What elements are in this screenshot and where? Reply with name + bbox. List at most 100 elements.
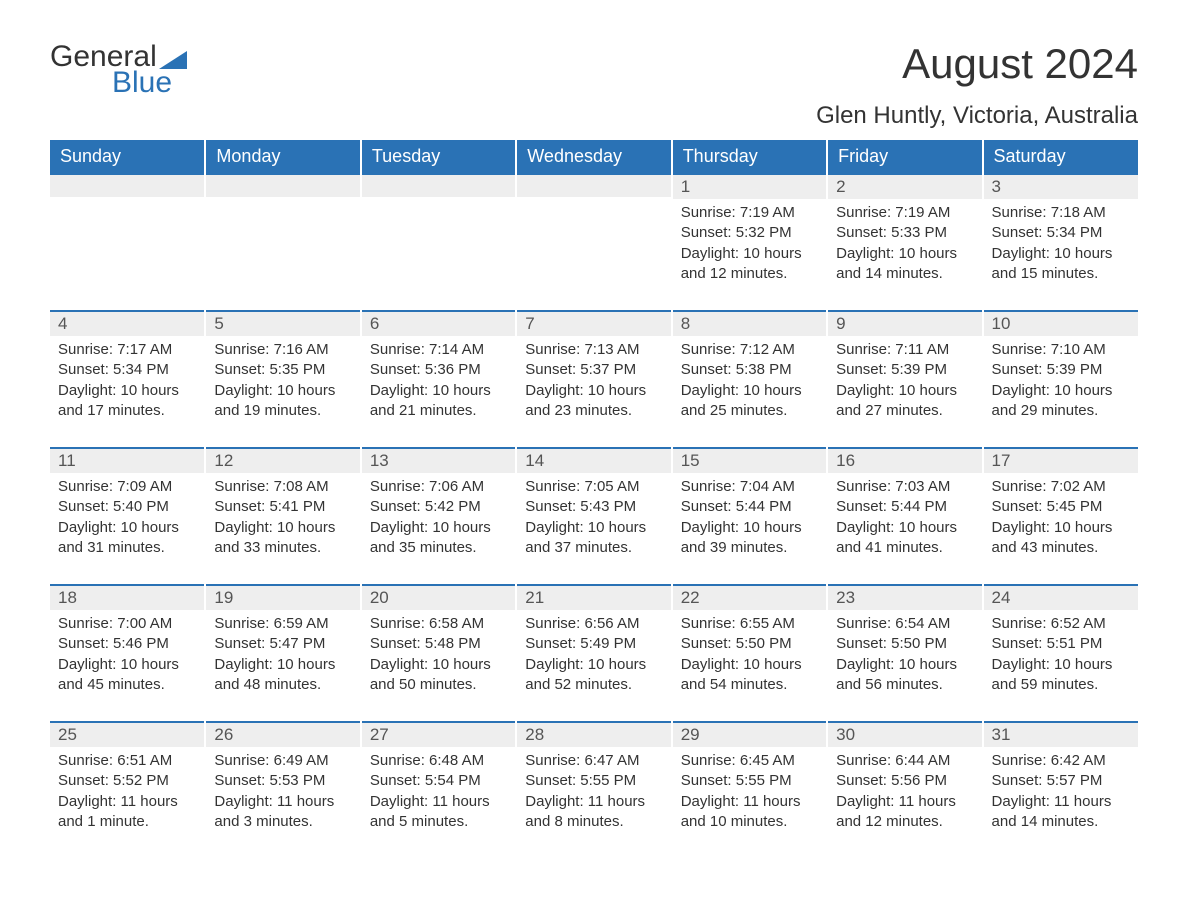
sunrise-line: Sunrise: 7:09 AM [58, 478, 172, 495]
empty-day-header [206, 173, 359, 197]
calendar-cell [50, 173, 205, 310]
day-details: Sunrise: 6:45 AMSunset: 5:55 PMDaylight:… [673, 747, 826, 858]
sunset-line: Sunset: 5:49 PM [525, 635, 636, 652]
sunset-line: Sunset: 5:44 PM [836, 498, 947, 515]
day-details: Sunrise: 6:48 AMSunset: 5:54 PMDaylight:… [362, 747, 515, 858]
calendar-table: Sunday Monday Tuesday Wednesday Thursday… [50, 140, 1138, 858]
sunset-line: Sunset: 5:34 PM [992, 224, 1103, 241]
calendar-cell: 19Sunrise: 6:59 AMSunset: 5:47 PMDayligh… [205, 584, 360, 721]
sunrise-line: Sunrise: 6:42 AM [992, 752, 1106, 769]
day-details: Sunrise: 6:55 AMSunset: 5:50 PMDaylight:… [673, 610, 826, 721]
day-number: 30 [828, 721, 981, 747]
daylight-line: Daylight: 10 hours and 39 minutes. [681, 519, 802, 556]
daylight-line: Daylight: 11 hours and 3 minutes. [214, 793, 334, 830]
sunrise-line: Sunrise: 7:19 AM [681, 204, 795, 221]
calendar-cell: 29Sunrise: 6:45 AMSunset: 5:55 PMDayligh… [672, 721, 827, 858]
col-friday: Friday [827, 140, 982, 173]
header: General Blue August 2024 Glen Huntly, Vi… [50, 40, 1138, 130]
sunrise-line: Sunrise: 7:18 AM [992, 204, 1106, 221]
day-details: Sunrise: 6:56 AMSunset: 5:49 PMDaylight:… [517, 610, 670, 721]
day-number: 8 [673, 310, 826, 336]
day-number: 18 [50, 584, 204, 610]
calendar-row: 1Sunrise: 7:19 AMSunset: 5:32 PMDaylight… [50, 173, 1138, 310]
day-number: 5 [206, 310, 359, 336]
sunrise-line: Sunrise: 7:02 AM [992, 478, 1106, 495]
day-details: Sunrise: 7:19 AMSunset: 5:32 PMDaylight:… [673, 199, 826, 310]
calendar-cell: 13 Sunrise: 7:06 AM Sunset: 5:42 PM Dayligh… [361, 447, 516, 584]
calendar-cell: 21Sunrise: 6:56 AMSunset: 5:49 PMDayligh… [516, 584, 671, 721]
sunset-line: Sunset: 5:39 PM [836, 361, 947, 378]
col-saturday: Saturday [983, 140, 1138, 173]
sunrise-line: Sunrise: 7:08 AM [214, 478, 328, 495]
sunrise-line: Sunrise: 7:04 AM [681, 478, 795, 495]
calendar-cell [516, 173, 671, 310]
day-number: 9 [828, 310, 981, 336]
daylight-line: Daylight: 10 hours and 59 minutes. [992, 656, 1113, 693]
calendar-cell: 6Sunrise: 7:14 AMSunset: 5:36 PMDaylight… [361, 310, 516, 447]
sunrise-line: Sunrise: 7:19 AM [836, 204, 950, 221]
sunrise-line: Sunrise: 7:05 AM [525, 478, 639, 495]
col-sunday: Sunday [50, 140, 205, 173]
calendar-cell: 9Sunrise: 7:11 AMSunset: 5:39 PMDaylight… [827, 310, 982, 447]
day-number: 1 [673, 173, 826, 199]
daylight-line: Daylight: 10 hours and 29 minutes. [992, 382, 1113, 419]
sunrise-line: Sunrise: 7:14 AM [370, 341, 484, 358]
empty-day-header [362, 173, 515, 197]
day-details: Sunrise: 7:00 AMSunset: 5:46 PMDaylight:… [50, 610, 204, 721]
day-number: 13 [362, 447, 515, 473]
sunrise-line: Sunrise: 7:13 AM [525, 341, 639, 358]
day-details: Sunrise: 7:10 AMSunset: 5:39 PMDaylight:… [984, 336, 1138, 447]
empty-day-header [517, 173, 670, 197]
calendar-cell: 28Sunrise: 6:47 AMSunset: 5:55 PMDayligh… [516, 721, 671, 858]
day-number: 10 [984, 310, 1138, 336]
sunrise-line: Sunrise: 7:12 AM [681, 341, 795, 358]
sunset-line: Sunset: 5:54 PM [370, 772, 481, 789]
calendar-cell: 12Sunrise: 7:08 AMSunset: 5:41 PMDayligh… [205, 447, 360, 584]
day-details: Sunrise: 7:11 AMSunset: 5:39 PMDaylight:… [828, 336, 981, 447]
daylight-line: Daylight: 11 hours and 8 minutes. [525, 793, 645, 830]
sunrise-line: Sunrise: 7:00 AM [58, 615, 172, 632]
calendar-cell: 20Sunrise: 6:58 AMSunset: 5:48 PMDayligh… [361, 584, 516, 721]
day-number: 2 [828, 173, 981, 199]
calendar-header-row: Sunday Monday Tuesday Wednesday Thursday… [50, 140, 1138, 173]
calendar-cell: 25Sunrise: 6:51 AMSunset: 5:52 PMDayligh… [50, 721, 205, 858]
sunrise-line: Sunrise: 7:06 AM [370, 478, 484, 495]
day-number: 26 [206, 721, 359, 747]
calendar-cell: 8Sunrise: 7:12 AMSunset: 5:38 PMDaylight… [672, 310, 827, 447]
calendar-cell: 30Sunrise: 6:44 AMSunset: 5:56 PMDayligh… [827, 721, 982, 858]
calendar-cell: 3Sunrise: 7:18 AMSunset: 5:34 PMDaylight… [983, 173, 1138, 310]
calendar-cell: 2Sunrise: 7:19 AMSunset: 5:33 PMDaylight… [827, 173, 982, 310]
sunrise-line: Sunrise: 7:16 AM [214, 341, 328, 358]
location-label: Glen Huntly, Victoria, Australia [816, 102, 1138, 130]
sunrise-line: Sunrise: 7:10 AM [992, 341, 1106, 358]
sunset-line: Sunset: 5:56 PM [836, 772, 947, 789]
daylight-line: Daylight: 10 hours and 41 minutes. [836, 519, 957, 556]
sunset-line: Sunset: 5:45 PM [992, 498, 1103, 515]
sunset-line: Sunset: 5:52 PM [58, 772, 169, 789]
sunrise-line: Sunrise: 7:17 AM [58, 341, 172, 358]
calendar-cell: 15Sunrise: 7:04 AMSunset: 5:44 PMDayligh… [672, 447, 827, 584]
daylight-line: Daylight: 10 hours and 14 minutes. [836, 245, 957, 282]
sunrise-line: Sunrise: 6:49 AM [214, 752, 328, 769]
day-number: 17 [984, 447, 1138, 473]
sunset-line: Sunset: 5:37 PM [525, 361, 636, 378]
day-details: Sunrise: 6:47 AMSunset: 5:55 PMDaylight:… [517, 747, 670, 858]
calendar-cell: 5Sunrise: 7:16 AMSunset: 5:35 PMDaylight… [205, 310, 360, 447]
sunset-line: Sunset: 5:42 PM [370, 498, 481, 515]
day-number: 29 [673, 721, 826, 747]
calendar-cell: 4Sunrise: 7:17 AMSunset: 5:34 PMDaylight… [50, 310, 205, 447]
day-number: 22 [673, 584, 826, 610]
daylight-line: Daylight: 10 hours and 19 minutes. [214, 382, 335, 419]
daylight-line: Daylight: 10 hours and 27 minutes. [836, 382, 957, 419]
day-details: Sunrise: 7:06 AM Sunset: 5:42 PM Daylight:… [362, 473, 515, 584]
daylight-line: Daylight: 10 hours and 35 minutes. [370, 519, 491, 556]
calendar-cell: 23Sunrise: 6:54 AMSunset: 5:50 PMDayligh… [827, 584, 982, 721]
sunset-line: Sunset: 5:44 PM [681, 498, 792, 515]
daylight-line: Daylight: 10 hours and 12 minutes. [681, 245, 802, 282]
day-details: Sunrise: 7:16 AMSunset: 5:35 PMDaylight:… [206, 336, 359, 447]
day-number: 6 [362, 310, 515, 336]
day-number: 14 [517, 447, 670, 473]
day-number: 20 [362, 584, 515, 610]
day-details: Sunrise: 7:03 AMSunset: 5:44 PMDaylight:… [828, 473, 981, 584]
daylight-line: Daylight: 10 hours and 17 minutes. [58, 382, 179, 419]
